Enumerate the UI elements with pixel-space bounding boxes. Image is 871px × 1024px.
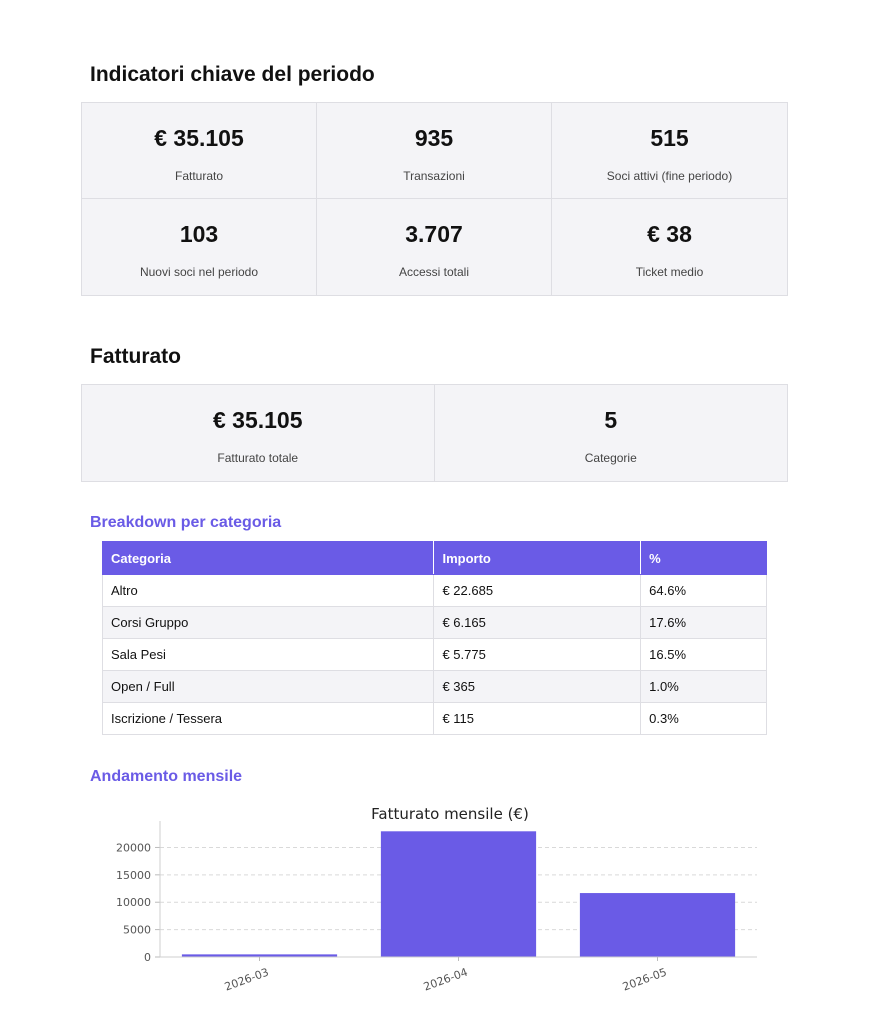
table-row: Corsi Gruppo € 6.165 17.6% [101,606,767,639]
table-row: Open / Full € 365 1.0% [101,670,767,703]
kpi-card-active-members: 515 Soci attivi (fine periodo) [552,103,787,199]
kpi-label: Soci attivi (fine periodo) [606,169,733,183]
kpi-card-categories: 5 Categorie [435,385,788,481]
kpi-value: 103 [179,221,219,247]
breakdown-table: Categoria Importo % Altro € 22.685 64.6%… [101,541,767,735]
column-header: Importo [433,541,642,575]
table-cell: 17.6% [640,606,767,639]
breakdown-title: Breakdown per categoria [90,514,282,531]
kpi-label: Ticket medio [635,265,704,279]
chart-svg: Fatturato mensile (€) 0 5000 10000 15000 200… [116,805,757,994]
x-tick-label: 2026-04 [422,966,470,994]
x-tick-label: 2026-03 [223,966,271,994]
table-cell: € 365 [433,670,642,703]
table-cell: € 115 [433,702,642,735]
table-cell: Sala Pesi [101,638,435,671]
kpi-label: Accessi totali [398,265,470,279]
kpi-label: Categorie [584,451,637,465]
bar-2026-05 [579,893,736,957]
table-cell: € 6.165 [433,606,642,639]
table-cell: Altro [101,574,435,607]
y-tick-label: 5000 [123,924,151,937]
chart-bars [181,831,736,957]
column-header: % [640,541,767,575]
y-tick-label: 10000 [116,896,151,909]
table-cell: € 22.685 [433,574,642,607]
table-cell: 0.3% [640,702,767,735]
table-header-row: Categoria Importo % [101,541,767,575]
kpi-value: 515 [650,125,689,151]
kpi-value: € 35.105 [212,407,303,433]
kpi-section-title: Indicatori chiave del periodo [90,63,375,86]
kpi-card-total-revenue: € 35.105 Fatturato totale [82,385,435,481]
kpi-value: 935 [414,125,454,151]
kpi-card-revenue: € 35.105 Fatturato [82,103,317,199]
table-cell: Open / Full [101,670,435,703]
kpi-value: € 35.105 [154,125,244,151]
kpi-label: Transazioni [403,169,465,183]
kpi-value: € 38 [647,221,692,247]
kpi-card-transactions: 935 Transazioni [317,103,552,199]
kpi-label: Fatturato totale [217,451,299,465]
monthly-revenue-chart: Fatturato mensile (€) 0 5000 10000 15000 200… [90,795,780,1010]
table-cell: € 5.775 [433,638,642,671]
table-row: Altro € 22.685 64.6% [101,574,767,607]
monthly-title: Andamento mensile [90,768,243,785]
kpi-card-new-members: 103 Nuovi soci nel periodo [82,199,317,295]
y-tick-label: 0 [144,951,151,964]
kpi-value: 5 [604,407,618,433]
y-tick-label: 15000 [116,869,151,882]
table-cell: Iscrizione / Tessera [101,702,435,735]
table-row: Sala Pesi € 5.775 16.5% [101,638,767,671]
bar-2026-04 [380,831,537,957]
y-tick-label: 20000 [116,841,151,854]
table-cell: 64.6% [640,574,767,607]
x-tick-label: 2026-05 [621,966,669,994]
kpi-label: Nuovi soci nel periodo [139,265,259,279]
chart-title: Fatturato mensile (€) [371,805,529,823]
table-cell: Corsi Gruppo [101,606,435,639]
kpi-card-accesses: 3.707 Accessi totali [317,199,552,295]
table-cell: 16.5% [640,638,767,671]
revenue-section-title: Fatturato [90,345,181,368]
kpi-label: Fatturato [174,169,224,183]
kpi-value: 3.707 [405,221,463,247]
kpi-grid: € 35.105 Fatturato 935 Transazioni 515 S… [81,102,788,296]
table-cell: 1.0% [640,670,767,703]
kpi-card-avg-ticket: € 38 Ticket medio [552,199,787,295]
table-row: Iscrizione / Tessera € 115 0.3% [101,702,767,735]
column-header: Categoria [101,541,435,575]
revenue-kpi-grid: € 35.105 Fatturato totale 5 Categorie [81,384,788,482]
bar-2026-03 [181,954,338,957]
